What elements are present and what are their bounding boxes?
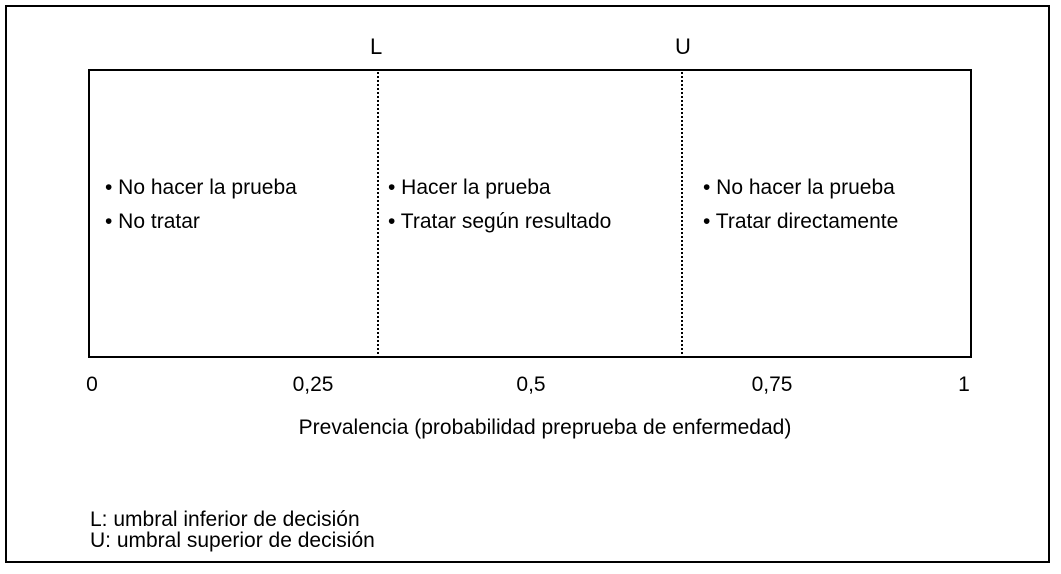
- zone-high-line-1: • No hacer la prueba: [703, 176, 895, 199]
- lower-threshold-label: L: [370, 34, 383, 59]
- zone-middle: • Hacer la prueba • Tratar según resulta…: [388, 176, 611, 244]
- lower-threshold-line: [377, 69, 379, 358]
- zone-high: • No hacer la prueba • Tratar directamen…: [703, 176, 898, 244]
- axis-label: Prevalencia (probabilidad preprueba de e…: [298, 416, 792, 439]
- zone-low-line-1: • No hacer la prueba: [105, 176, 297, 199]
- axis-tick-025: 0,25: [292, 373, 334, 396]
- legend: L: umbral inferior de decisión U: umbral…: [90, 509, 375, 551]
- axis-tick-0: 0: [86, 373, 98, 396]
- upper-threshold-line: [681, 69, 683, 358]
- axis-tick-075: 0,75: [751, 373, 793, 396]
- figure-frame: [5, 5, 1050, 563]
- zone-middle-line-1: • Hacer la prueba: [388, 176, 551, 199]
- axis-tick-05: 0,5: [516, 373, 546, 396]
- legend-item-upper: U: umbral superior de decisión: [90, 529, 375, 552]
- zone-middle-line-2: • Tratar según resultado: [388, 210, 612, 233]
- zone-low-line-2: • No tratar: [105, 210, 200, 233]
- axis-tick-1: 1: [958, 373, 970, 396]
- zone-low: • No hacer la prueba • No tratar: [105, 176, 297, 244]
- zone-high-line-2: • Tratar directamente: [703, 210, 899, 233]
- legend-item-lower: L: umbral inferior de decisión: [90, 508, 360, 531]
- upper-threshold-label: U: [675, 34, 691, 59]
- decision-box: [88, 69, 972, 358]
